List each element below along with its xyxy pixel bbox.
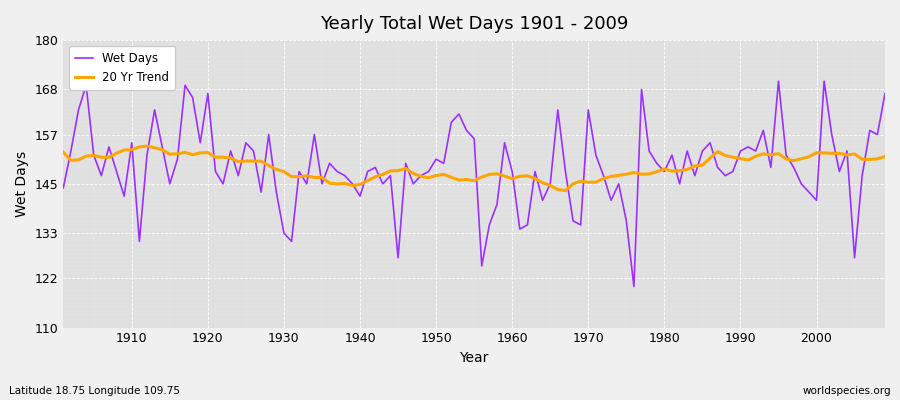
Wet Days xyxy=(628,284,639,289)
Y-axis label: Wet Days: Wet Days xyxy=(15,151,29,217)
X-axis label: Year: Year xyxy=(460,351,489,365)
20 Yr Trend xyxy=(58,150,68,155)
20 Yr Trend xyxy=(339,181,350,186)
20 Yr Trend xyxy=(141,144,152,148)
Wet Days xyxy=(119,194,130,198)
Wet Days xyxy=(500,140,510,145)
Legend: Wet Days, 20 Yr Trend: Wet Days, 20 Yr Trend xyxy=(69,46,176,90)
Text: worldspecies.org: worldspecies.org xyxy=(803,386,891,396)
Wet Days xyxy=(58,186,68,190)
20 Yr Trend xyxy=(613,173,624,178)
Text: Latitude 18.75 Longitude 109.75: Latitude 18.75 Longitude 109.75 xyxy=(9,386,180,396)
Wet Days xyxy=(332,169,343,174)
20 Yr Trend xyxy=(560,188,571,193)
Wet Days xyxy=(773,79,784,84)
20 Yr Trend xyxy=(119,148,130,152)
Wet Days xyxy=(879,91,890,96)
20 Yr Trend xyxy=(879,154,890,159)
20 Yr Trend xyxy=(293,174,304,179)
20 Yr Trend xyxy=(507,176,517,181)
Wet Days xyxy=(598,173,609,178)
Wet Days xyxy=(507,169,517,174)
Wet Days xyxy=(286,239,297,244)
Title: Yearly Total Wet Days 1901 - 2009: Yearly Total Wet Days 1901 - 2009 xyxy=(320,15,628,33)
Line: Wet Days: Wet Days xyxy=(63,81,885,286)
20 Yr Trend xyxy=(515,174,526,179)
Line: 20 Yr Trend: 20 Yr Trend xyxy=(63,146,885,191)
